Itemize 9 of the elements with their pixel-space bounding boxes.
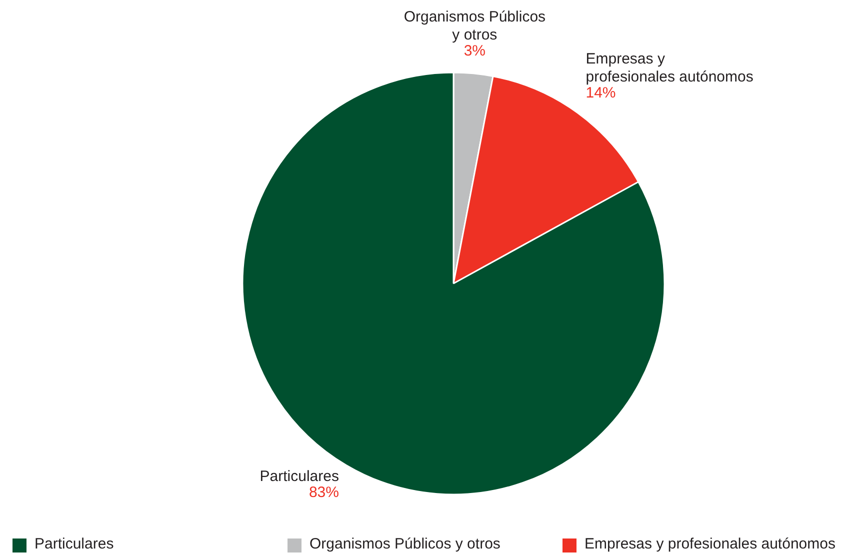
slice-label: Particulares bbox=[260, 468, 339, 486]
data-label: 83% bbox=[308, 484, 339, 502]
legend-label: Organismos Públicos y otros bbox=[310, 536, 500, 552]
slice-label: Organismos Públicos y otros bbox=[404, 8, 546, 44]
data-label: 3% bbox=[464, 42, 486, 60]
legend-label: Empresas y profesionales autónomos bbox=[584, 536, 836, 552]
slice-label: Empresas y profesionales autónomos bbox=[586, 50, 754, 86]
data-label: 14% bbox=[586, 84, 616, 102]
legend-label: Particulares bbox=[34, 536, 114, 552]
